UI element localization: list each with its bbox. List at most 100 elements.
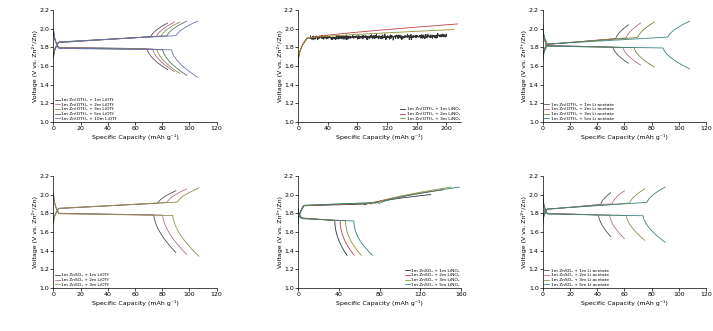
1m Zn(OTf)₂ + 3m LiNO₃ bbox=[386, 31, 394, 35]
1m Zn(OTf)₂ + 3m LiOTf bbox=[164, 63, 173, 67]
1m Zn(OTf)₂ + 1m LiOTf bbox=[117, 46, 125, 50]
Line: 1m ZnSO₄ + 5m Li acetate: 1m ZnSO₄ + 5m Li acetate bbox=[543, 195, 665, 242]
1m ZnSO₄ + 2m Li acetate bbox=[612, 228, 621, 232]
1m Zn(OTf)₂ + 1m LiOTf bbox=[49, 26, 58, 30]
1m Zn(OTf)₂ + 5m LiOTf bbox=[50, 33, 58, 37]
1m Zn(OTf)₂ + 2m LiNO₃ bbox=[414, 25, 422, 29]
Line: 1m Zn(OTf)₂ + 1m LiNO₃: 1m Zn(OTf)₂ + 1m LiNO₃ bbox=[298, 33, 446, 66]
1m Zn(OTf)₂ + 2m LiOTf bbox=[170, 70, 179, 73]
Line: 1m Zn(OTf)₂ + 2m Li acetate: 1m Zn(OTf)₂ + 2m Li acetate bbox=[543, 25, 640, 65]
1m Zn(OTf)₂ + 2m LiNO₃ bbox=[322, 33, 331, 37]
1m ZnSO₄ + 1m LiOTf bbox=[49, 192, 58, 196]
1m Zn(OTf)₂ + 10m LiOTf bbox=[138, 47, 146, 51]
1m Zn(OTf)₂ + 5m LiOTf bbox=[183, 73, 191, 77]
Line: 1m Zn(OTf)₂ + 2m LiNO₃: 1m Zn(OTf)₂ + 2m LiNO₃ bbox=[298, 24, 458, 66]
1m ZnSO₄ + 3m LiOTf bbox=[195, 254, 203, 258]
1m ZnSO₄ + 5m Li acetate bbox=[538, 193, 547, 197]
1m ZnSO₄ + 2m LiNO₃ bbox=[296, 214, 304, 218]
1m Zn(OTf)₂ + 2m LiOTf bbox=[123, 47, 132, 51]
1m Zn(OTf)₂ + 2m LiNO₃ bbox=[366, 29, 374, 33]
1m Zn(OTf)₂ + 1m LiOTf bbox=[145, 53, 154, 57]
1m Zn(OTf)₂ + 2m LiOTf bbox=[49, 27, 58, 31]
1m ZnSO₄ + 2m LiOTf bbox=[183, 252, 191, 256]
Line: 1m ZnSO₄ + 2m Li acetate: 1m ZnSO₄ + 2m Li acetate bbox=[543, 194, 625, 238]
1m ZnSO₄ + 1m Li acetate bbox=[538, 192, 547, 196]
1m ZnSO₄ + 3m LiOTf bbox=[50, 198, 58, 202]
1m ZnSO₄ + 3m LiOTf bbox=[135, 213, 144, 217]
Line: 1m Zn(OTf)₂ + 10m LiOTf: 1m Zn(OTf)₂ + 10m LiOTf bbox=[53, 30, 198, 77]
1m ZnSO₄ + 1m Li acetate bbox=[596, 219, 605, 223]
1m ZnSO₄ + 1m LiNO₃ bbox=[340, 250, 349, 254]
1m ZnSO₄ + 3m Li acetate bbox=[601, 213, 610, 217]
1m Zn(OTf)₂ + 1m Li acetate bbox=[590, 45, 598, 49]
1m ZnSO₄ + 2m LiNO₃ bbox=[304, 217, 313, 221]
1m Zn(OTf)₂ + 2m LiNO₃ bbox=[294, 64, 302, 68]
1m ZnSO₄ + 2m LiOTf bbox=[170, 238, 178, 242]
1m Zn(OTf)₂ + 1m LiNO₃ bbox=[320, 34, 329, 38]
1m ZnSO₄ + 5m LiNO₃ bbox=[297, 215, 305, 219]
1m ZnSO₄ + 2m LiNO₃ bbox=[294, 207, 302, 211]
1m ZnSO₄ + 5m Li acetate bbox=[613, 213, 622, 217]
1m Zn(OTf)₂ + 2m LiOTf bbox=[50, 32, 58, 36]
1m ZnSO₄ + 3m Li acetate bbox=[625, 220, 633, 224]
1m ZnSO₄ + 3m LiOTf bbox=[135, 213, 144, 217]
1m Zn(OTf)₂ + 1m LiNO₃ bbox=[294, 64, 302, 68]
Legend: 1m ZnSO₄ + 1m LiOTf, 1m ZnSO₄ + 2m LiOTf, 1m ZnSO₄ + 3m LiOTf: 1m ZnSO₄ + 1m LiOTf, 1m ZnSO₄ + 2m LiOTf… bbox=[54, 273, 110, 287]
1m ZnSO₄ + 5m LiNO₃ bbox=[294, 208, 302, 212]
1m ZnSO₄ + 5m Li acetate bbox=[642, 221, 650, 225]
1m Zn(OTf)₂ + 1m LiOTf bbox=[163, 68, 172, 72]
1m ZnSO₄ + 5m LiNO₃ bbox=[298, 217, 307, 221]
1m ZnSO₄ + 5m LiNO₃ bbox=[368, 253, 376, 257]
1m Zn(OTf)₂ + 3m LiNO₃ bbox=[398, 30, 406, 34]
1m ZnSO₄ + 1m Li acetate bbox=[539, 197, 548, 201]
1m Zn(OTf)₂ + 1m Li acetate bbox=[538, 23, 547, 27]
1m Zn(OTf)₂ + 10m LiOTf bbox=[49, 28, 58, 32]
1m ZnSO₄ + 1m LiOTf bbox=[122, 213, 130, 216]
1m Zn(OTf)₂ + 1m LiNO₃ bbox=[406, 36, 414, 40]
1m ZnSO₄ + 1m Li acetate bbox=[580, 213, 589, 216]
1m Zn(OTf)₂ + 1m LiNO₃ bbox=[434, 31, 442, 35]
1m ZnSO₄ + 2m Li acetate bbox=[538, 192, 547, 196]
X-axis label: Specific Capacity (mAh g⁻¹): Specific Capacity (mAh g⁻¹) bbox=[337, 300, 423, 306]
1m ZnSO₄ + 3m Li acetate bbox=[599, 213, 607, 217]
1m ZnSO₄ + 3m LiNO₃ bbox=[297, 216, 306, 220]
1m Zn(OTf)₂ + 5m Li acetate bbox=[625, 45, 634, 49]
1m ZnSO₄ + 2m LiOTf bbox=[128, 213, 137, 217]
Legend: 1m Zn(OTf)₂ + 1m LiOTf, 1m Zn(OTf)₂ + 2m LiOTf, 1m Zn(OTf)₂ + 3m LiOTf, 1m Zn(OT: 1m Zn(OTf)₂ + 1m LiOTf, 1m Zn(OTf)₂ + 2m… bbox=[54, 98, 118, 121]
1m Zn(OTf)₂ + 2m Li acetate bbox=[539, 29, 548, 33]
1m Zn(OTf)₂ + 2m Li acetate bbox=[636, 63, 645, 67]
Y-axis label: Voltage (V vs. Zn²⁺/Zn): Voltage (V vs. Zn²⁺/Zn) bbox=[32, 30, 38, 102]
1m ZnSO₄ + 2m LiNO₃ bbox=[297, 216, 306, 220]
1m Zn(OTf)₂ + 3m LiOTf bbox=[124, 47, 133, 51]
1m Zn(OTf)₂ + 5m Li acetate bbox=[662, 52, 671, 56]
1m Zn(OTf)₂ + 1m LiNO₃ bbox=[332, 34, 341, 38]
1m Zn(OTf)₂ + 10m LiOTf bbox=[135, 47, 143, 51]
1m ZnSO₄ + 1m LiNO₃ bbox=[297, 216, 305, 220]
Line: 1m ZnSO₄ + 2m LiOTf: 1m ZnSO₄ + 2m LiOTf bbox=[53, 194, 187, 254]
Legend: 1m Zn(OTf)₂ + 1m Li acetate, 1m Zn(OTf)₂ + 2m Li acetate, 1m Zn(OTf)₂ + 3m Li ac: 1m Zn(OTf)₂ + 1m Li acetate, 1m Zn(OTf)₂… bbox=[543, 102, 615, 121]
1m Zn(OTf)₂ + 2m Li acetate bbox=[597, 45, 605, 49]
Line: 1m Zn(OTf)₂ + 5m Li acetate: 1m Zn(OTf)₂ + 5m Li acetate bbox=[543, 26, 689, 69]
1m ZnSO₄ + 5m LiNO₃ bbox=[308, 217, 317, 221]
1m ZnSO₄ + 1m Li acetate bbox=[607, 235, 615, 239]
1m Zn(OTf)₂ + 5m LiOTf bbox=[128, 47, 137, 51]
1m Zn(OTf)₂ + 3m LiOTf bbox=[125, 47, 133, 51]
Line: 1m ZnSO₄ + 1m LiOTf: 1m ZnSO₄ + 1m LiOTf bbox=[53, 194, 176, 253]
1m ZnSO₄ + 3m LiNO₃ bbox=[306, 217, 314, 221]
Line: 1m Zn(OTf)₂ + 2m LiOTf: 1m Zn(OTf)₂ + 2m LiOTf bbox=[53, 29, 175, 71]
1m Zn(OTf)₂ + 3m LiNO₃ bbox=[449, 27, 458, 31]
1m Zn(OTf)₂ + 5m Li acetate bbox=[626, 45, 635, 49]
1m Zn(OTf)₂ + 5m LiOTf bbox=[130, 47, 139, 51]
1m Zn(OTf)₂ + 1m LiOTf bbox=[50, 32, 58, 36]
1m ZnSO₄ + 3m Li acetate bbox=[631, 229, 640, 233]
1m Zn(OTf)₂ + 2m Li acetate bbox=[627, 57, 636, 61]
1m ZnSO₄ + 1m LiOTf bbox=[172, 251, 180, 255]
1m Zn(OTf)₂ + 1m LiNO₃ bbox=[381, 37, 390, 41]
1m Zn(OTf)₂ + 2m LiNO₃ bbox=[400, 26, 409, 30]
1m ZnSO₄ + 2m Li acetate bbox=[539, 198, 548, 202]
1m ZnSO₄ + 1m LiNO₃ bbox=[303, 216, 312, 220]
1m Zn(OTf)₂ + 3m Li acetate bbox=[650, 65, 659, 69]
1m Zn(OTf)₂ + 3m Li acetate bbox=[539, 29, 548, 33]
1m ZnSO₄ + 1m Li acetate bbox=[579, 213, 588, 216]
1m ZnSO₄ + 1m LiNO₃ bbox=[307, 217, 315, 221]
